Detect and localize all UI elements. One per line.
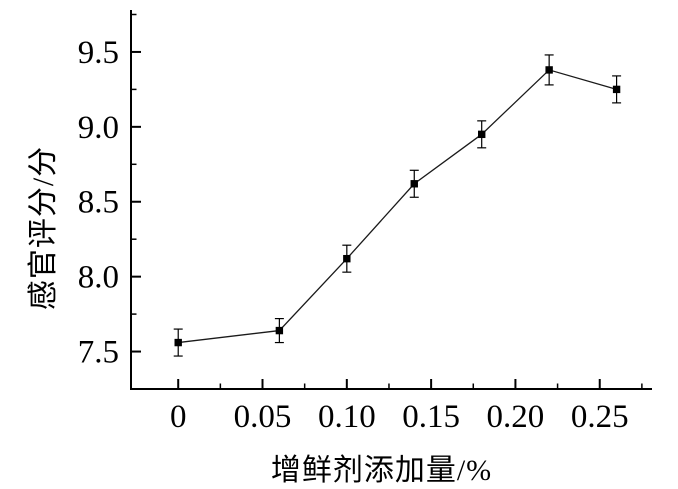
x-tick-label: 0.10 — [318, 399, 376, 435]
data-point-marker — [545, 66, 553, 74]
x-tick-label: 0.20 — [487, 399, 545, 435]
y-axis-title: 感官评分/分 — [27, 145, 60, 311]
y-tick-label: 8.0 — [78, 260, 119, 296]
data-point-marker — [275, 326, 284, 335]
x-tick-label: 0.05 — [234, 399, 292, 435]
x-tick-label: 0.15 — [402, 399, 460, 435]
y-tick-label: 9.0 — [78, 110, 119, 146]
data-point-marker — [478, 130, 486, 139]
data-point-marker — [410, 180, 418, 188]
x-tick-label: 0.25 — [571, 399, 629, 435]
x-tick-label: 0 — [170, 399, 187, 435]
data-point-marker — [612, 85, 621, 94]
data-point-marker — [174, 338, 182, 347]
y-tick-label: 8.5 — [78, 185, 119, 221]
x-axis-title: 增鲜剂添加量/% — [270, 454, 493, 487]
series-line — [178, 69, 617, 344]
y-tick-label: 7.5 — [78, 335, 119, 371]
y-tick-label: 9.5 — [78, 35, 119, 71]
data-point-marker — [343, 254, 351, 263]
